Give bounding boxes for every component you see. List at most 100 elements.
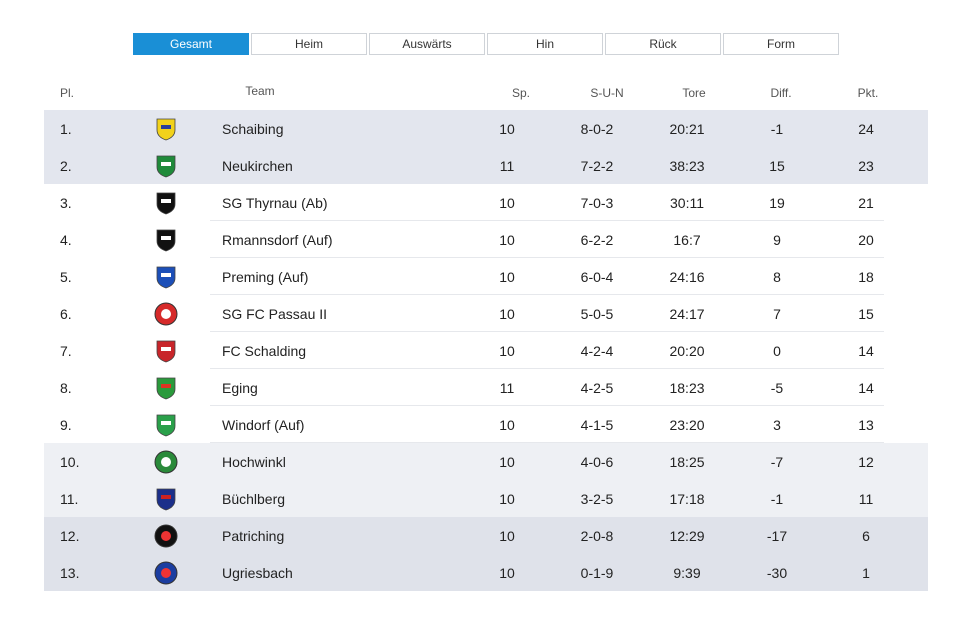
tab[interactable]: Rück [605,33,721,55]
column-header: Pkt. [857,86,879,100]
table-cell: 18 [858,268,874,285]
table-cell: 3. [60,194,72,211]
table-row: 9. Windorf (Auf) 10 4-1-5 23:20 3 13 [44,406,928,443]
team-logo [154,450,178,474]
table-row: 6. SG FC Passau II 10 5-0-5 24:17 7 15 [44,295,928,332]
table-cell: 24 [858,120,874,137]
table-cell: 14 [858,342,874,359]
table-cell: 7-0-3 [580,194,614,211]
table-cell: 10 [499,527,515,544]
column-header: Pl. [60,86,75,100]
table-cell: 23 [858,157,874,174]
table-cell: 4-2-5 [580,379,614,396]
team-logo [156,266,176,289]
table-cell: 5-0-5 [580,305,614,322]
table-cell: 20:21 [669,120,705,137]
team-logo [156,377,176,400]
table-cell: -5 [770,379,784,396]
table-cell: 9 [773,231,781,248]
table-cell: 9. [60,416,72,433]
table-cell: 6 [862,527,870,544]
team-logo [156,229,176,252]
table-cell: 23:20 [669,416,705,433]
team-name: Neukirchen [222,157,293,174]
team-name: Patriching [222,527,285,544]
table-cell: 6-0-4 [580,268,614,285]
table-cell: 10 [499,120,515,137]
table-cell: 30:11 [670,194,704,211]
team-name: SG Thyrnau (Ab) [222,194,328,211]
table-cell: 16:7 [673,231,701,248]
table-row: 13. Ugriesbach 10 0-1-9 9:39 -30 1 [44,554,928,591]
table-cell: 4. [60,231,72,248]
team-name: Schaibing [222,120,284,137]
team-logo [156,414,176,437]
table-cell: -1 [770,490,784,507]
table-cell: 8. [60,379,72,396]
team-name: Ugriesbach [222,564,293,581]
table-cell: -30 [766,564,788,581]
table-cell: 6-2-2 [580,231,614,248]
column-header: Team [245,83,275,98]
table-cell: 10 [499,231,515,248]
column-header: Sp. [511,86,531,100]
table-cell: 10 [499,564,515,581]
column-header: Diff. [770,86,792,100]
tab-bar: Gesamt Heim Auswärts Hin Rück Form [133,33,841,55]
table-cell: 11 [499,379,515,396]
table-cell: 4-2-4 [580,342,614,359]
table-cell: 8 [773,268,781,285]
tab[interactable]: Heim [251,33,367,55]
table-cell: 10 [499,416,515,433]
team-logo [154,561,178,585]
tab[interactable]: Hin [487,33,603,55]
table-cell: 4-0-6 [580,453,614,470]
table-cell: 15 [858,305,874,322]
table-cell: 2. [60,157,72,174]
team-name: Rmannsdorf (Auf) [222,231,333,248]
table-cell: 7. [60,342,72,359]
table-header: Pl. Team Sp. S-U-N Tore Diff. Pkt. [44,82,928,104]
table-cell: 17:18 [669,490,705,507]
table-cell: 18:23 [669,379,705,396]
table-row: 3. SG Thyrnau (Ab) 10 7-0-3 30:11 19 21 [44,184,928,221]
team-name: SG FC Passau II [222,305,328,322]
team-name: Eging [222,379,258,396]
table-cell: 3 [773,416,781,433]
table-cell: 10 [499,342,515,359]
table-cell: 3-2-5 [580,490,614,507]
team-name: FC Schalding [222,342,307,359]
table-cell: 12 [858,453,874,470]
standings-table: 1. Schaibing 10 8-0-2 20:21 -1 24 2. Neukirchen 1… [44,110,928,591]
table-cell: 19 [769,194,785,211]
column-header: S-U-N [590,86,624,100]
tab[interactable]: Gesamt [133,33,249,55]
table-cell: 11 [858,490,874,507]
table-cell: 12. [60,527,80,544]
table-cell: 5. [60,268,72,285]
table-row: 10. Hochwinkl 10 4-0-6 18:25 -7 12 [44,443,928,480]
table-cell: 20 [858,231,874,248]
team-logo [154,302,178,326]
tab[interactable]: Auswärts [369,33,485,55]
table-row: 4. Rmannsdorf (Auf) 10 6-2-2 16:7 9 20 [44,221,928,258]
table-row: 12. Patriching 10 2-0-8 12:29 -17 6 [44,517,928,554]
table-cell: 13. [60,564,80,581]
table-cell: 9:39 [673,564,701,581]
table-cell: 14 [858,379,874,396]
table-cell: 8-0-2 [580,120,614,137]
table-cell: 20:20 [669,342,705,359]
table-cell: 10 [499,305,515,322]
table-cell: 1. [60,120,72,137]
table-row: 7. FC Schalding 10 4-2-4 20:20 0 14 [44,332,928,369]
table-row: 1. Schaibing 10 8-0-2 20:21 -1 24 [44,110,928,147]
table-cell: 10. [60,453,80,470]
table-cell: 6. [60,305,72,322]
table-cell: 0-1-9 [580,564,614,581]
tab[interactable]: Form [723,33,839,55]
table-cell: 10 [499,490,515,507]
team-name: Windorf (Auf) [222,416,305,433]
table-cell: 0 [773,342,781,359]
table-cell: 24:17 [669,305,705,322]
table-cell: 24:16 [669,268,705,285]
